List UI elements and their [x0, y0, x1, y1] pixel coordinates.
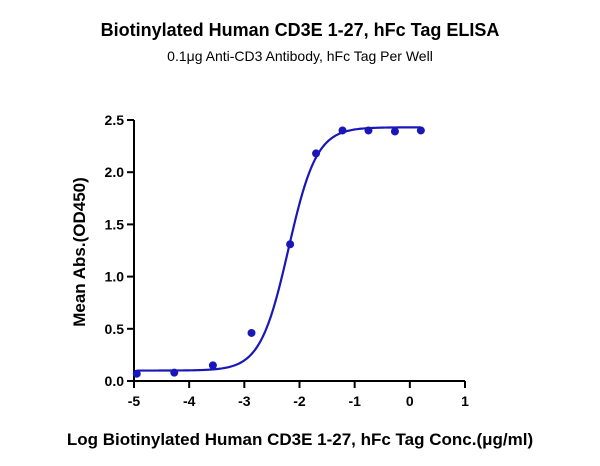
data-point [416, 126, 425, 135]
chart-title: Biotinylated Human CD3E 1-27, hFc Tag EL… [100, 20, 500, 40]
data-point [338, 126, 347, 135]
data-point [286, 240, 295, 249]
data-point [364, 126, 373, 135]
x-tick-label: -3 [238, 393, 251, 409]
data-point [247, 328, 256, 337]
y-axis-ticks: 0.0 0.5 1.0 1.5 2.0 2.5 [105, 112, 134, 389]
y-tick-label: 0.5 [105, 321, 125, 337]
x-tick-label: -2 [293, 393, 306, 409]
y-tick-label: 1.0 [105, 269, 125, 285]
y-axis-title: Mean Abs.(OD450) [70, 177, 89, 327]
x-axis-title: Log Biotinylated Human CD3E 1-27, hFc Ta… [67, 430, 533, 449]
fit-curve-line [136, 126, 421, 372]
data-point [390, 127, 399, 136]
data-point [208, 361, 217, 370]
x-tick-label: -5 [128, 393, 141, 409]
data-point [170, 368, 179, 377]
y-tick-label: 2.0 [105, 164, 125, 180]
data-points [132, 126, 425, 378]
x-tick-label: -1 [348, 393, 361, 409]
x-tick-label: -4 [183, 393, 196, 409]
x-tick-label: 0 [406, 393, 414, 409]
chart-subtitle: 0.1μg Anti-CD3 Antibody, hFc Tag Per Wel… [167, 48, 433, 64]
x-tick-label: 1 [461, 393, 469, 409]
y-tick-label: 2.5 [105, 112, 125, 128]
x-axis-ticks: -5 -4 -3 -2 -1 0 1 [128, 381, 469, 409]
data-point [132, 369, 141, 378]
y-tick-label: 1.5 [105, 216, 125, 232]
y-tick-label: 0.0 [105, 373, 125, 389]
data-point [312, 149, 321, 158]
